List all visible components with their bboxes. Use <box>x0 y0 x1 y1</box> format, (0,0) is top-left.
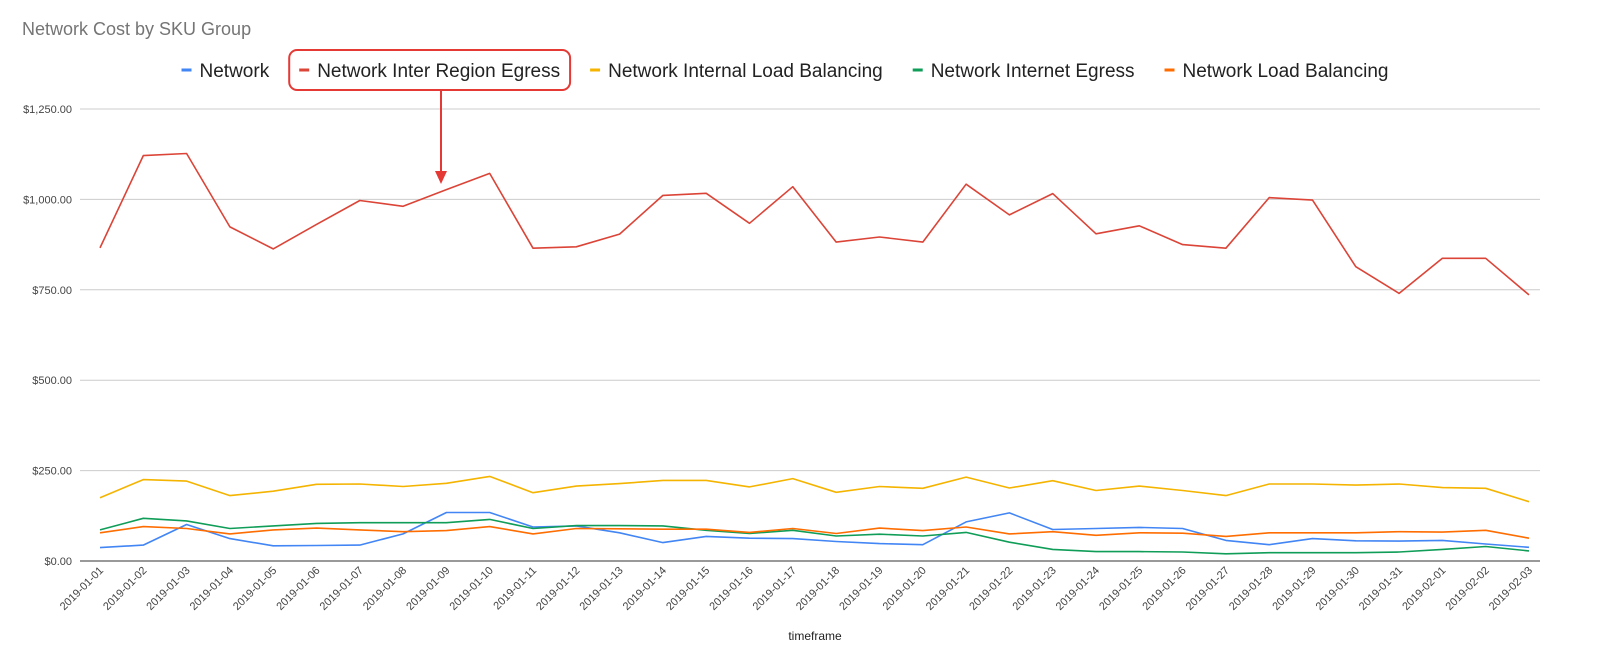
series-line-network-internal-load-balancing <box>99 475 1530 503</box>
x-tick-label: 2019-01-19 <box>837 565 885 613</box>
y-tick-label: $500.00 <box>32 375 72 387</box>
x-tick-label: 2019-01-21 <box>924 565 972 613</box>
x-tick-label: 2019-01-26 <box>1140 565 1188 613</box>
legend-label: Network Load Balancing <box>1183 61 1389 82</box>
x-tick-label: 2019-01-18 <box>794 565 842 613</box>
x-tick-label: 2019-01-16 <box>707 565 755 613</box>
x-tick-label: 2019-01-01 <box>58 565 106 613</box>
series-line-network <box>99 511 1530 549</box>
series-line-network-load-balancing <box>99 525 1530 539</box>
x-tick-label: 2019-01-04 <box>188 565 236 613</box>
y-tick-label: $1,250.00 <box>23 104 72 116</box>
x-tick-label: 2019-01-17 <box>751 565 799 613</box>
series-line-network-internet-egress <box>99 517 1530 555</box>
legend-item[interactable]: Network Internet Egress <box>912 61 1135 82</box>
x-tick-label: 2019-02-02 <box>1444 565 1492 613</box>
x-tick-label: 2019-01-10 <box>448 565 496 613</box>
legend-label: Network Internet Egress <box>931 61 1135 82</box>
x-tick-label: 2019-01-23 <box>1011 565 1059 613</box>
legend-label: Network Internal Load Balancing <box>608 61 883 82</box>
x-tick-label: 2019-01-07 <box>318 565 366 613</box>
legend-item[interactable]: Network <box>181 61 270 82</box>
series-lines <box>99 152 1530 555</box>
y-tick-label: $0.00 <box>44 556 72 568</box>
x-tick-label: 2019-01-06 <box>274 565 322 613</box>
x-tick-label: 2019-01-09 <box>404 565 452 613</box>
x-tick-label: 2019-01-27 <box>1184 565 1232 613</box>
x-tick-label: 2019-01-30 <box>1314 565 1362 613</box>
x-tick-label: 2019-01-24 <box>1054 565 1102 613</box>
x-axis-label: timeframe <box>788 629 842 643</box>
legend: Network Network Inter Region Egress Networ… <box>181 61 1389 82</box>
x-tick-label: 2019-01-29 <box>1270 565 1318 613</box>
grid-lines <box>80 108 1540 562</box>
x-tick-label: 2019-01-15 <box>664 565 712 613</box>
x-axis: 2019-01-012019-01-022019-01-032019-01-04… <box>58 565 1535 613</box>
x-tick-label: 2019-01-12 <box>534 565 582 613</box>
x-tick-label: 2019-01-03 <box>144 565 192 613</box>
legend-label: Network <box>200 61 270 82</box>
legend-item[interactable]: Network Internal Load Balancing <box>590 61 883 82</box>
x-tick-label: 2019-01-02 <box>101 565 149 613</box>
y-tick-label: $1,000.00 <box>23 194 72 206</box>
x-tick-label: 2019-02-01 <box>1400 565 1448 613</box>
y-axis: $0.00 $250.00 $500.00 $750.00 $1,000.00 $1,25… <box>23 104 72 568</box>
x-tick-label: 2019-01-20 <box>881 565 929 613</box>
x-tick-label: 2019-01-22 <box>967 565 1015 613</box>
x-tick-label: 2019-01-13 <box>577 565 625 613</box>
series-line-network-inter-region-egress <box>99 152 1530 296</box>
x-tick-label: 2019-02-03 <box>1487 565 1535 613</box>
x-tick-label: 2019-01-11 <box>491 565 539 613</box>
x-tick-label: 2019-01-14 <box>621 565 669 613</box>
legend-item[interactable]: Network Inter Region Egress <box>299 61 560 82</box>
y-tick-label: $250.00 <box>32 466 72 478</box>
legend-item[interactable]: Network Load Balancing <box>1164 61 1389 82</box>
highlight-box <box>288 49 572 91</box>
legend-label: Network Inter Region Egress <box>317 61 560 82</box>
x-tick-label: 2019-01-08 <box>361 565 409 613</box>
x-tick-label: 2019-01-25 <box>1097 565 1145 613</box>
x-tick-label: 2019-01-31 <box>1357 565 1405 613</box>
highlight-arrow-head <box>435 171 447 184</box>
x-tick-label: 2019-01-05 <box>231 565 279 613</box>
highlight-annotation <box>288 49 572 184</box>
y-tick-label: $750.00 <box>32 285 72 297</box>
chart-title: Network Cost by SKU Group <box>22 19 251 39</box>
x-tick-label: 2019-01-28 <box>1227 565 1275 613</box>
